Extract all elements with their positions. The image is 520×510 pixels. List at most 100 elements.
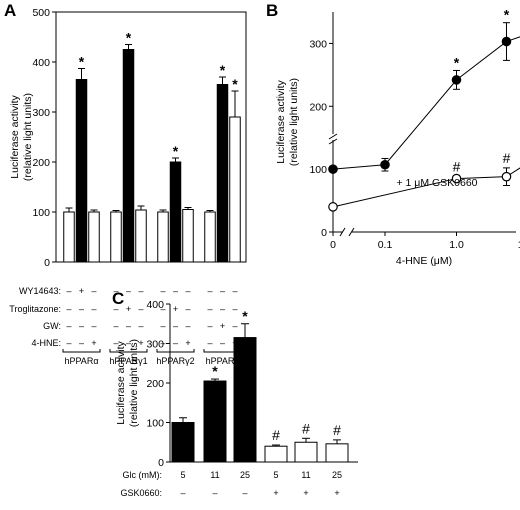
panel-b-xtick-label-2: 1.0 bbox=[449, 239, 464, 251]
panel-a-sign-5-0: – bbox=[138, 286, 143, 296]
panel-c-row-0-value-5: 25 bbox=[332, 470, 342, 480]
panel-a-sign-2-2: – bbox=[91, 321, 96, 331]
panel-a-ytick-label-5: 500 bbox=[32, 7, 50, 19]
panel-c-row-0-value-0: 5 bbox=[180, 470, 185, 480]
panel-c-mark-5: # bbox=[333, 422, 341, 438]
panel-b-yaxis-break bbox=[328, 133, 338, 145]
panel-a-ytick-label-1: 100 bbox=[32, 207, 50, 219]
panel-c-row-0-value-3: 5 bbox=[273, 470, 278, 480]
panel-a-sign-10-1: – bbox=[220, 304, 225, 314]
panel-c-letter: C bbox=[112, 289, 124, 308]
panel-a-sign-6-1: – bbox=[160, 304, 165, 314]
panel-c-bar-2 bbox=[233, 337, 257, 463]
panel-a-sign-4-2: – bbox=[126, 321, 131, 331]
panel-a-sign-6-0: – bbox=[160, 286, 165, 296]
panel-a-bar-0 bbox=[63, 211, 75, 263]
panel-c-bar-5 bbox=[325, 443, 349, 463]
panel-a-star-10: * bbox=[220, 62, 226, 78]
panel-c-chart: 0 100 200 300 400 Luciferase activity(relativ… bbox=[115, 299, 358, 498]
panel-b-series-1-line bbox=[456, 167, 520, 180]
panel-a-ytick-label-2: 200 bbox=[32, 157, 50, 169]
panel-a-sign-11-1: – bbox=[232, 304, 237, 314]
panel-a-bracket-2 bbox=[156, 349, 195, 353]
panel-a-bar-7 bbox=[169, 161, 182, 263]
panel-a-bar-5 bbox=[135, 209, 147, 263]
panel-c-bar-1 bbox=[203, 380, 227, 463]
panel-a-sign-2-0: – bbox=[91, 286, 96, 296]
panel-b-xlabel: 4-HNE (μM) bbox=[396, 255, 452, 267]
panel-a-ytick-label-0: 0 bbox=[44, 257, 50, 269]
panel-a-sign-9-2: – bbox=[207, 321, 212, 331]
panel-b-annotation: + 1 μM GSK0660 bbox=[396, 177, 477, 189]
panel-a-sign-5-1: – bbox=[138, 304, 143, 314]
panel-b-series-0-point-3 bbox=[501, 36, 512, 47]
panel-c-row-0-value-1: 11 bbox=[210, 470, 219, 480]
panel-a-star-7: * bbox=[173, 143, 179, 159]
panel-a-sign-0-3: – bbox=[66, 338, 71, 348]
panel-c-bar-0 bbox=[171, 422, 195, 463]
panel-a-sign-2-3: + bbox=[91, 338, 96, 348]
panel-c-bar-4 bbox=[294, 441, 318, 463]
panel-a-sign-4-1: + bbox=[126, 304, 131, 314]
panel-a-sign-8-2: – bbox=[185, 321, 190, 331]
panel-c-row-label-1: GSK0660: bbox=[120, 488, 162, 498]
panel-c-mark-1: * bbox=[212, 363, 218, 379]
panel-b-letter: B bbox=[266, 1, 278, 20]
panel-a-sign-7-1: + bbox=[173, 304, 178, 314]
panel-b-ytick-label-2: 200 bbox=[309, 101, 327, 113]
panel-a-bar-2 bbox=[88, 211, 100, 263]
panel-a-group-label-2: hPPARγ2 bbox=[156, 356, 194, 366]
panel-b-series-1-point-0 bbox=[328, 202, 338, 212]
panel-a-sign-11-0: – bbox=[232, 286, 237, 296]
panel-a-sign-9-1: – bbox=[207, 304, 212, 314]
panel-a-bracket-1 bbox=[109, 349, 148, 353]
panel-c-mark-3: # bbox=[272, 427, 280, 443]
panel-a-treatment-2: GW: bbox=[43, 321, 61, 331]
panel-a-treatment-3: 4-HNE: bbox=[31, 338, 61, 348]
panel-b-series-0-line bbox=[384, 36, 520, 166]
panel-a-ytick-label-4: 400 bbox=[32, 57, 50, 69]
panel-a-sign-3-3: – bbox=[113, 338, 118, 348]
panel-b-xtick-label-0: 0 bbox=[330, 239, 336, 251]
panel-c-row-1-value-1: – bbox=[212, 488, 217, 498]
panel-c-ylabel: Luciferase activity(relative light units… bbox=[115, 339, 140, 427]
panel-a-sign-10-2: + bbox=[220, 321, 225, 331]
panel-c-row-1-value-5: + bbox=[334, 488, 339, 498]
panel-b-series-0-mark-2: * bbox=[454, 54, 460, 70]
panel-b-series-0-point-0 bbox=[328, 164, 338, 174]
panel-a-bracket-0 bbox=[62, 349, 101, 353]
panel-c-row-0-value-4: 11 bbox=[301, 470, 310, 480]
panel-a-sign-6-2: – bbox=[160, 321, 165, 331]
panel-a-sign-11-2: – bbox=[232, 321, 237, 331]
panel-b-series-0-break-segment bbox=[332, 164, 386, 170]
panel-a-group-label-1: hPPARγ1 bbox=[109, 356, 147, 366]
panel-c-bar-3 bbox=[264, 445, 288, 463]
panel-c-ytick-label-4: 400 bbox=[146, 299, 164, 311]
panel-c-ytick-label-1: 100 bbox=[146, 418, 164, 430]
panel-a-bar-9 bbox=[204, 211, 216, 263]
panel-a-bar-3 bbox=[110, 211, 122, 263]
panel-a-sign-3-2: – bbox=[113, 321, 118, 331]
panel-a-letter: A bbox=[4, 1, 16, 20]
panel-a-sign-8-1: – bbox=[185, 304, 190, 314]
panel-a-sign-7-0: – bbox=[173, 286, 178, 296]
panel-a-bar-6 bbox=[157, 211, 169, 263]
panel-a-sign-10-0: – bbox=[220, 286, 225, 296]
panel-a-sign-2-1: – bbox=[91, 304, 96, 314]
panel-c-mark-4: # bbox=[302, 420, 310, 436]
panel-b-series-1-mark-2: # bbox=[503, 150, 511, 166]
panel-b-ytick-label-1: 100 bbox=[309, 164, 327, 176]
panel-c-ytick-label-2: 200 bbox=[146, 378, 164, 390]
panel-b-series-1-mark-1: # bbox=[453, 159, 461, 175]
panel-a-star-4: * bbox=[126, 30, 132, 46]
panel-b-chart: 0 100 200 300 Luciferase activity(relative l… bbox=[275, 7, 520, 267]
panel-a-sign-0-1: – bbox=[66, 304, 71, 314]
panel-c-row-1-value-2: – bbox=[242, 488, 247, 498]
panel-a-star-11: * bbox=[232, 76, 238, 92]
panel-a-treatment-0: WY14643: bbox=[19, 286, 61, 296]
panel-a-sign-5-2: – bbox=[138, 321, 143, 331]
panel-a-sign-7-3: – bbox=[173, 338, 178, 348]
panel-a-frame bbox=[55, 11, 247, 263]
panel-a-sign-8-0: – bbox=[185, 286, 190, 296]
